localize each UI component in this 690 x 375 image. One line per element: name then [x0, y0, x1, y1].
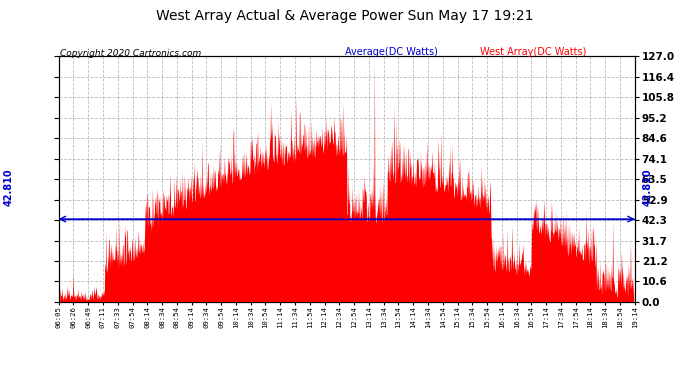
Text: 42.810: 42.810 — [642, 169, 652, 206]
Text: 42.810: 42.810 — [3, 169, 13, 206]
Text: West Array(DC Watts): West Array(DC Watts) — [480, 47, 586, 57]
Text: West Array Actual & Average Power Sun May 17 19:21: West Array Actual & Average Power Sun Ma… — [156, 9, 534, 23]
Text: Copyright 2020 Cartronics.com: Copyright 2020 Cartronics.com — [60, 49, 201, 58]
Text: Average(DC Watts): Average(DC Watts) — [345, 47, 438, 57]
